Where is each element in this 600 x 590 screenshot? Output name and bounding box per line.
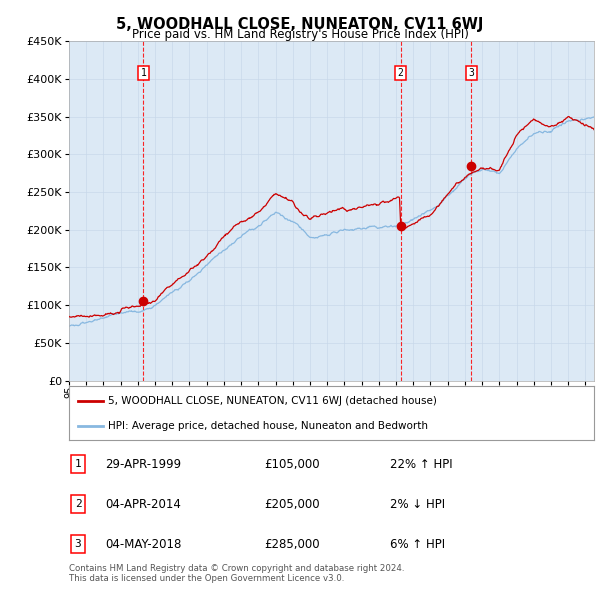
Text: 22% ↑ HPI: 22% ↑ HPI <box>390 457 452 471</box>
Text: £205,000: £205,000 <box>264 497 320 511</box>
Text: £105,000: £105,000 <box>264 457 320 471</box>
Text: 1: 1 <box>74 459 82 469</box>
Text: £285,000: £285,000 <box>264 537 320 551</box>
Text: 29-APR-1999: 29-APR-1999 <box>105 457 181 471</box>
Text: 5, WOODHALL CLOSE, NUNEATON, CV11 6WJ: 5, WOODHALL CLOSE, NUNEATON, CV11 6WJ <box>116 17 484 31</box>
Text: Price paid vs. HM Land Registry's House Price Index (HPI): Price paid vs. HM Land Registry's House … <box>131 28 469 41</box>
Text: 3: 3 <box>74 539 82 549</box>
Text: 6% ↑ HPI: 6% ↑ HPI <box>390 537 445 551</box>
Text: 04-APR-2014: 04-APR-2014 <box>105 497 181 511</box>
Text: 1: 1 <box>140 68 146 78</box>
Text: 04-MAY-2018: 04-MAY-2018 <box>105 537 181 551</box>
Text: 5, WOODHALL CLOSE, NUNEATON, CV11 6WJ (detached house): 5, WOODHALL CLOSE, NUNEATON, CV11 6WJ (d… <box>109 396 437 407</box>
Text: 2: 2 <box>74 499 82 509</box>
Text: 2: 2 <box>398 68 404 78</box>
Text: 2% ↓ HPI: 2% ↓ HPI <box>390 497 445 511</box>
Text: HPI: Average price, detached house, Nuneaton and Bedworth: HPI: Average price, detached house, Nune… <box>109 421 428 431</box>
Text: Contains HM Land Registry data © Crown copyright and database right 2024.
This d: Contains HM Land Registry data © Crown c… <box>69 563 404 583</box>
Text: 3: 3 <box>469 68 474 78</box>
